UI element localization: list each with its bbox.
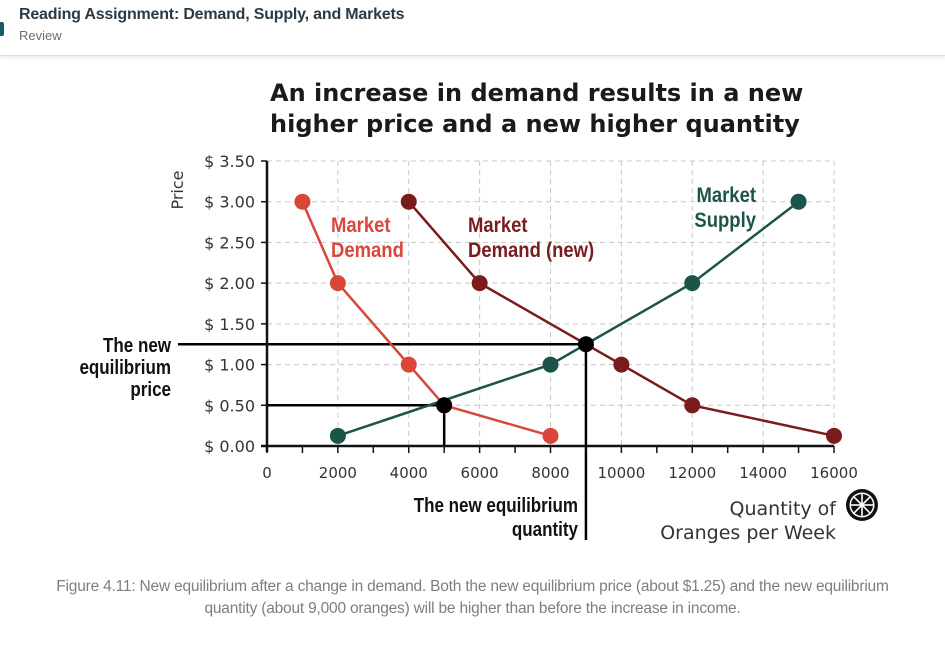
x-tick-label: 0	[262, 464, 272, 482]
y-tick-label: $ 2.50	[204, 233, 255, 252]
series-label: Supply	[694, 209, 756, 232]
new-equilibrium-quantity-annotation: The new equilibrium	[414, 494, 578, 517]
x-tick-label: 14000	[739, 464, 787, 482]
x-tick-label: 16000	[810, 464, 858, 482]
series-label: Demand	[331, 239, 404, 262]
series-label: Market	[331, 214, 391, 237]
data-point	[294, 193, 311, 210]
new-equilibrium-price-annotation: equilibrium	[79, 356, 171, 379]
data-point	[400, 193, 417, 210]
y-tick-label: $ 2.00	[204, 274, 255, 293]
x-tick-label: 10000	[598, 464, 646, 482]
y-tick-label: $ 3.50	[204, 152, 255, 171]
x-axis-label-line-1: Quantity of	[730, 498, 838, 520]
data-point	[329, 275, 346, 292]
assignment-title: Reading Assignment: Demand, Supply, and …	[19, 6, 405, 23]
data-point	[684, 397, 701, 414]
x-tick-label: 6000	[461, 464, 499, 482]
page-header: Reading Assignment: Demand, Supply, and …	[0, 0, 945, 56]
data-point	[400, 356, 417, 373]
chart-axes: $ 0.00 $ 0.50 $ 1.00 $ 1.50 $ 2.00 $ 2.50 $ 3.…	[168, 152, 858, 482]
data-point	[790, 193, 807, 210]
equilibrium-guide-lines	[178, 342, 588, 540]
series-line-market-supply	[337, 200, 800, 438]
chart-title: An increase in demand results in a new hi…	[270, 79, 803, 138]
data-point	[826, 427, 842, 444]
series-label: Market	[468, 214, 528, 237]
chart-series	[294, 193, 842, 444]
chart-title-line-2: higher price and a new higher quantity	[270, 110, 800, 138]
new-equilibrium-price-annotation: The new	[103, 334, 171, 357]
y-tick-label: $ 0.50	[204, 396, 255, 415]
x-tick-label: 4000	[390, 464, 428, 482]
new-equilibrium-quantity-annotation: quantity	[512, 518, 579, 541]
data-point	[684, 275, 701, 292]
y-tick-label: $ 1.50	[204, 315, 255, 334]
assignment-subtitle[interactable]: Review	[19, 28, 62, 43]
data-point	[329, 427, 346, 444]
equilibrium-point-new	[577, 336, 594, 353]
data-point	[542, 356, 559, 373]
y-tick-label: $ 1.00	[204, 356, 255, 375]
x-tick-label: 8000	[531, 464, 569, 482]
orange-slice-icon	[846, 489, 878, 521]
y-tick-label: $ 0.00	[204, 437, 255, 456]
series-label: Market	[696, 184, 756, 207]
data-point	[542, 427, 559, 444]
orange-center	[860, 503, 864, 507]
y-tick-label: $ 3.00	[204, 193, 255, 212]
new-equilibrium-price-annotation: price	[130, 378, 171, 401]
series-label: Demand (new)	[468, 239, 594, 262]
equilibrium-chart: An increase in demand results in a new hi…	[79, 79, 878, 544]
y-axis-label: Price	[168, 170, 187, 209]
figure-caption: Figure 4.11: New equilibrium after a cha…	[56, 578, 889, 617]
data-point	[471, 275, 488, 292]
chart-grid	[267, 160, 835, 446]
x-tick-label: 12000	[668, 464, 716, 482]
x-tick-label: 2000	[319, 464, 357, 482]
data-point	[613, 356, 630, 373]
chart-title-line-1: An increase in demand results in a new	[270, 79, 803, 107]
x-axis-label-line-2: Oranges per Week	[660, 522, 836, 544]
equilibrium-point-original	[436, 397, 453, 414]
header-accent-bar	[0, 22, 4, 36]
